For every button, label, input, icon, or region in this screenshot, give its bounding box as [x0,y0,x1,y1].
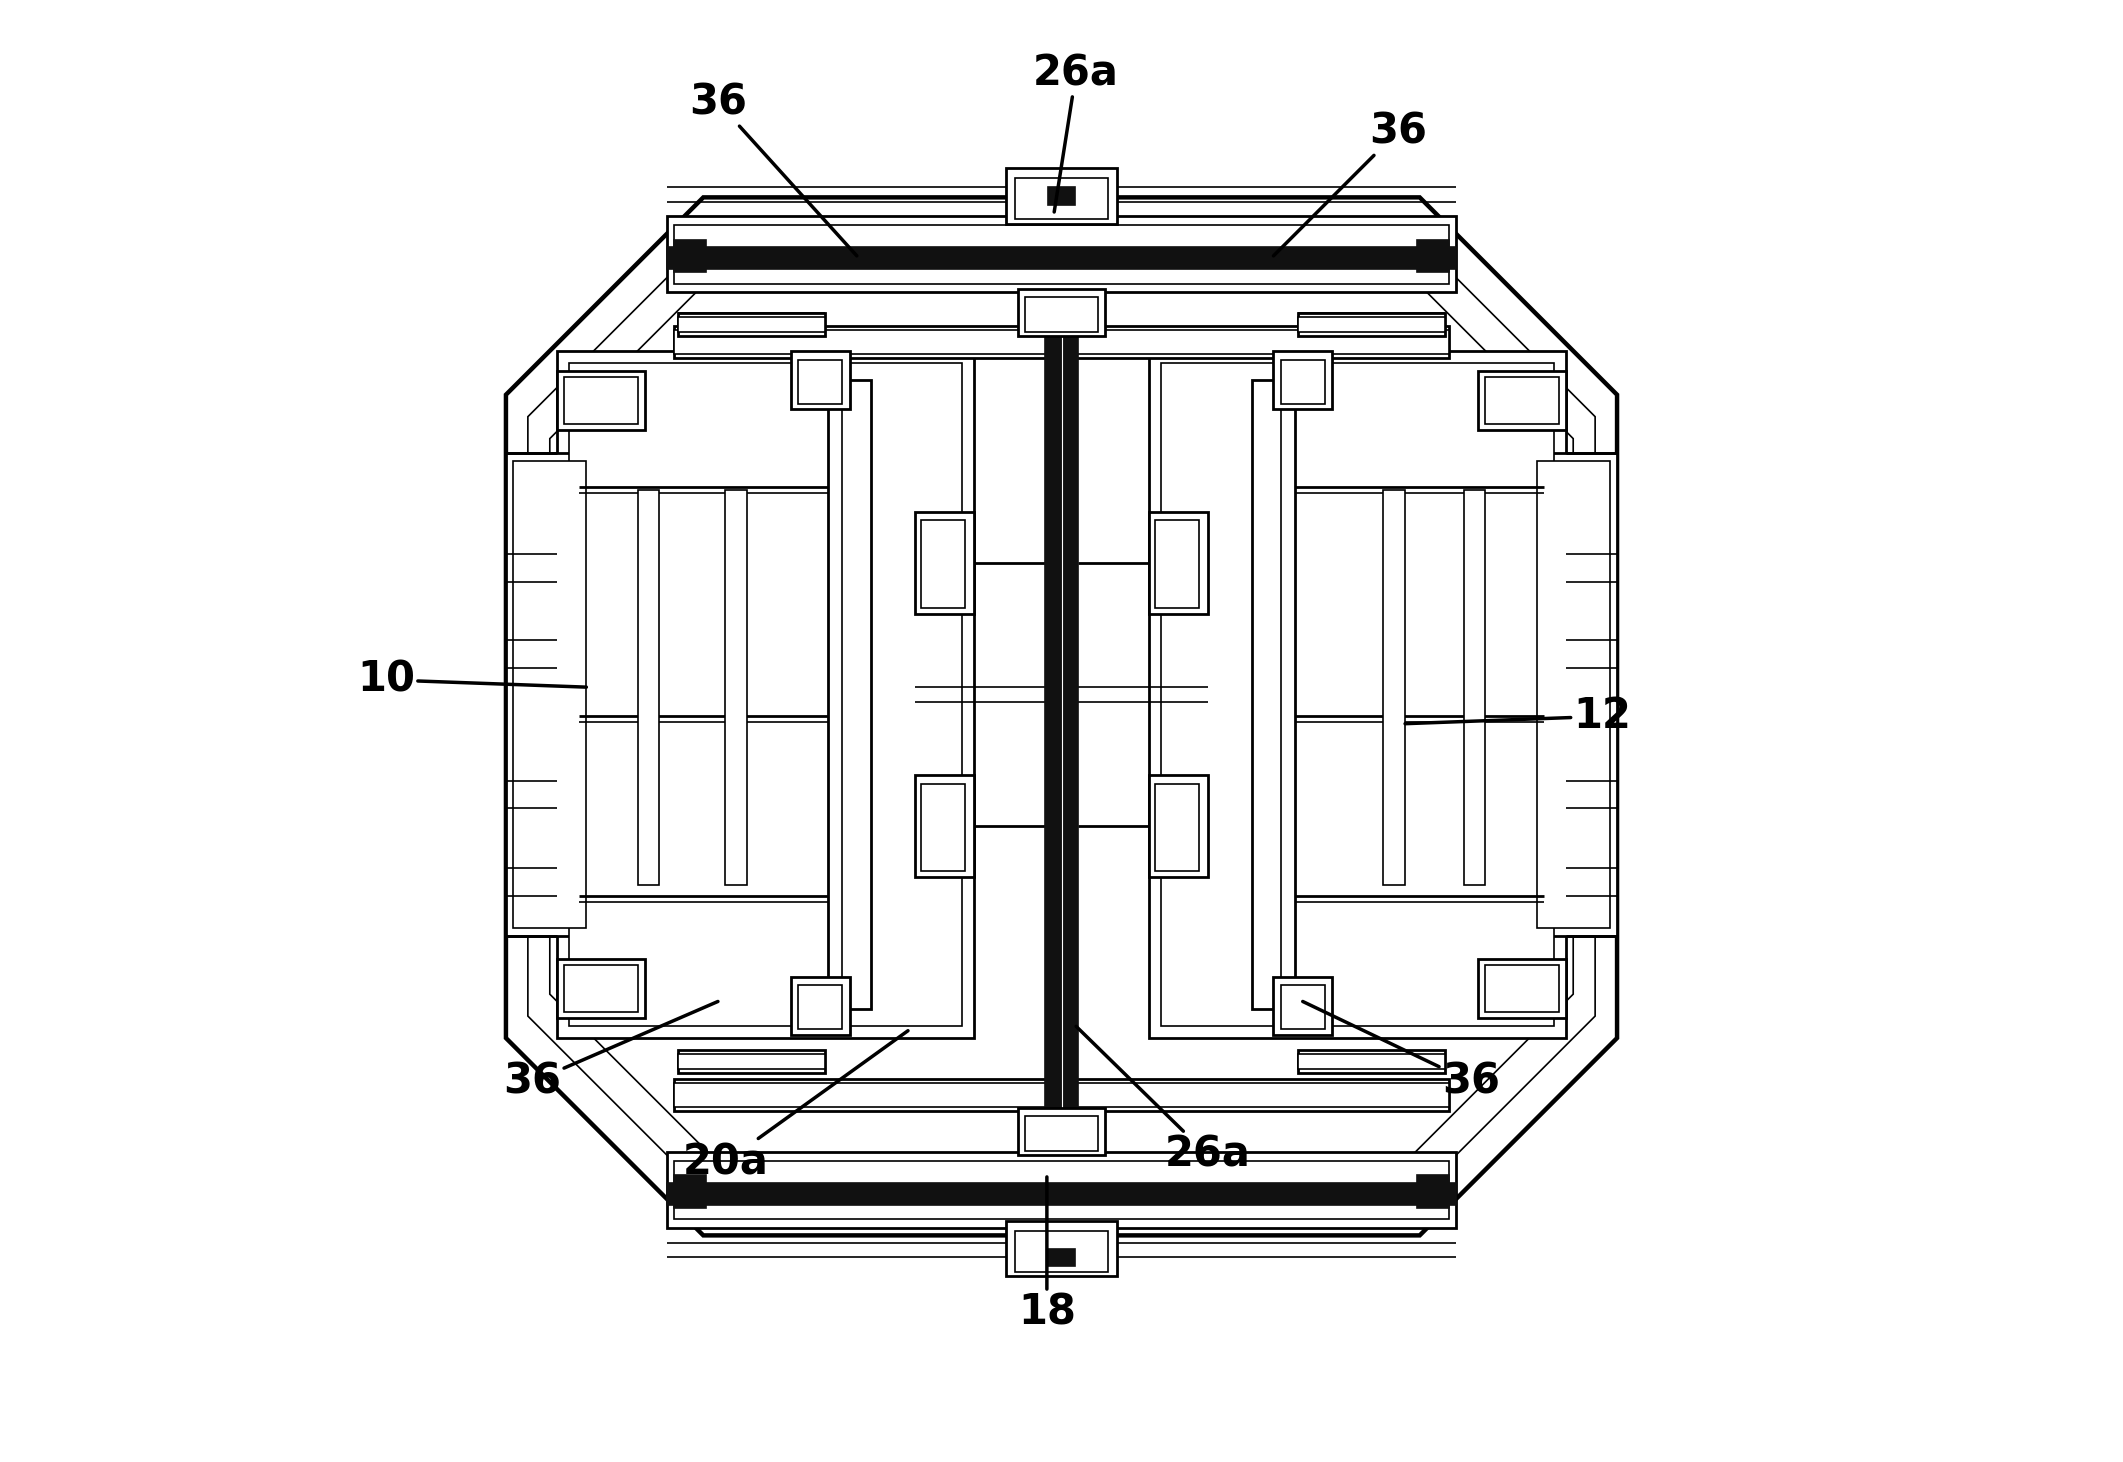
Bar [637,490,660,885]
Bar [1299,317,1444,332]
Bar [667,1152,1456,1228]
Bar [1478,959,1567,1018]
Bar [675,326,1448,358]
Bar [675,330,1448,354]
Bar [1274,351,1331,409]
Bar [1017,1108,1106,1155]
Text: 36: 36 [1304,1001,1499,1102]
Bar [915,775,974,877]
Bar [1017,289,1106,336]
Bar [1149,351,1567,1038]
Bar [675,1079,1448,1111]
Bar [1384,490,1405,885]
Text: 10: 10 [357,659,586,700]
Bar [667,216,1456,292]
Text: 36: 36 [1274,111,1427,256]
Text: 20a: 20a [681,1031,909,1183]
Bar [514,461,586,928]
Bar [1006,168,1117,224]
Bar [1006,1221,1117,1276]
Bar [675,225,1448,284]
Polygon shape [505,197,1618,1235]
Bar [1025,1116,1098,1151]
Bar [675,240,707,272]
Bar [1280,985,1325,1029]
Bar [667,247,1456,269]
Bar [679,1054,824,1069]
Bar [1486,965,1558,1012]
Bar [792,351,849,409]
Bar [1529,453,1618,936]
Bar [1049,1249,1074,1266]
Bar [1049,187,1074,205]
Bar [1253,380,1295,1009]
Text: 26a: 26a [1034,53,1119,212]
Bar [726,490,747,885]
Bar [1045,292,1078,1155]
Text: 26a: 26a [1076,1026,1250,1175]
Bar [556,959,645,1018]
Bar [1280,360,1325,404]
Bar [679,317,824,332]
Bar [675,1161,1448,1219]
Bar [1486,377,1558,424]
Text: 36: 36 [690,82,858,256]
Bar [505,453,594,936]
Bar [1537,461,1609,928]
Bar [565,377,637,424]
Bar [1155,784,1199,871]
Bar [1149,775,1208,877]
Bar [792,977,849,1035]
Text: 18: 18 [1017,1177,1076,1333]
Bar [915,512,974,614]
Bar [1478,371,1567,430]
Bar [1015,1231,1108,1272]
Bar [569,363,962,1026]
Bar [675,1083,1448,1107]
Bar [679,1050,824,1073]
Bar [1015,178,1108,219]
Bar [1025,297,1098,332]
Bar [556,351,974,1038]
Bar [1149,512,1208,614]
Text: 12: 12 [1405,696,1630,737]
Bar [667,1183,1456,1205]
Bar [1416,1175,1448,1208]
Bar [828,380,870,1009]
Text: 36: 36 [503,1001,718,1102]
Bar [798,360,843,404]
Bar [798,985,843,1029]
Bar [565,965,637,1012]
Bar [1274,977,1331,1035]
Bar [1161,363,1554,1026]
Bar [921,520,966,608]
Bar [1155,520,1199,608]
Bar [1463,490,1486,885]
Bar [556,371,645,430]
Bar [1299,1050,1444,1073]
Bar [1299,313,1444,336]
Bar [1299,1054,1444,1069]
Bar [1416,240,1448,272]
Bar [679,313,824,336]
Bar [921,784,966,871]
Bar [675,1175,707,1208]
